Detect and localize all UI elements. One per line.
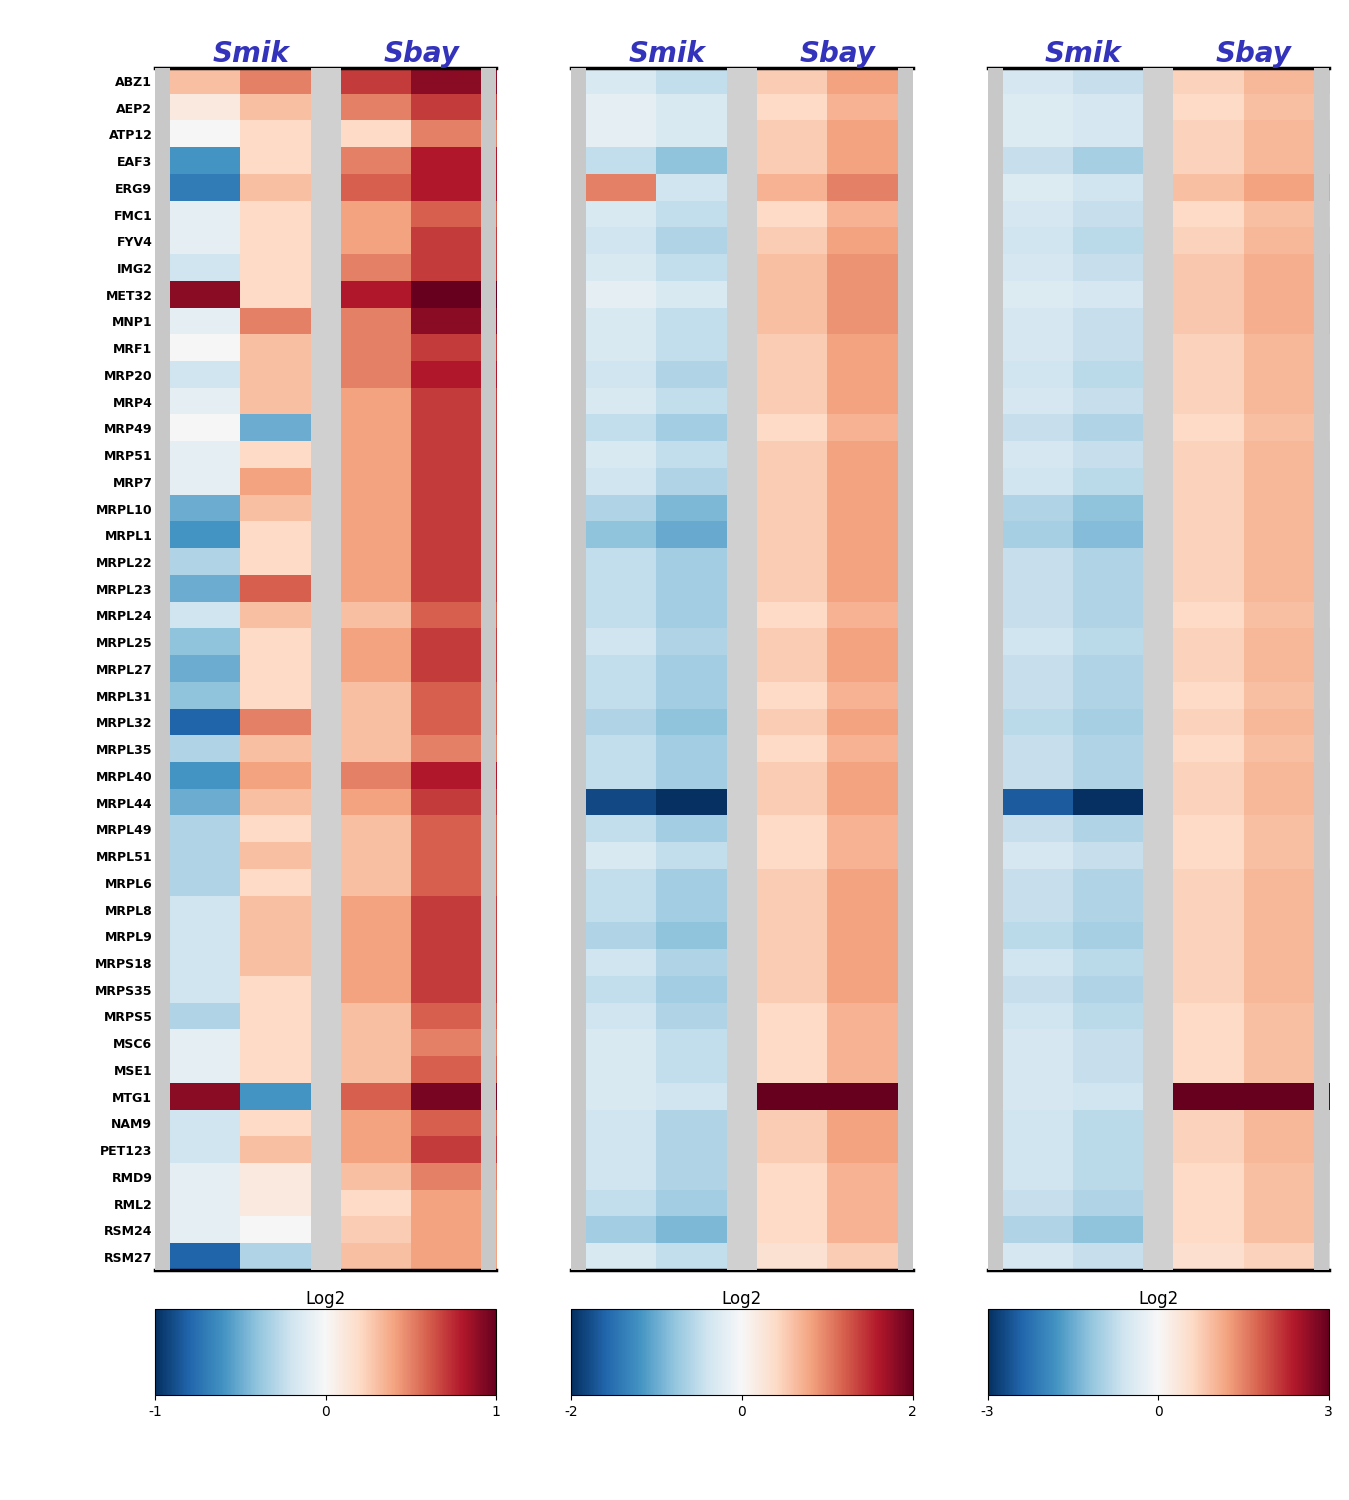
Text: Smik: Smik	[629, 39, 706, 68]
Title: Log2: Log2	[306, 1290, 345, 1308]
Text: Sbay: Sbay	[383, 39, 459, 68]
Bar	[155, 68, 170, 1270]
Bar	[897, 68, 912, 1270]
Bar	[1143, 68, 1174, 1270]
Text: Sbay: Sbay	[800, 39, 876, 68]
Bar	[727, 68, 757, 1270]
Bar	[310, 68, 341, 1270]
Title: Log2: Log2	[1139, 1290, 1178, 1308]
Bar	[1314, 68, 1329, 1270]
Bar	[987, 68, 1002, 1270]
Bar	[482, 68, 496, 1270]
Bar	[572, 68, 587, 1270]
Text: Smik: Smik	[1044, 39, 1121, 68]
Text: Sbay: Sbay	[1215, 39, 1291, 68]
Text: Smik: Smik	[212, 39, 289, 68]
Title: Log2: Log2	[722, 1290, 762, 1308]
